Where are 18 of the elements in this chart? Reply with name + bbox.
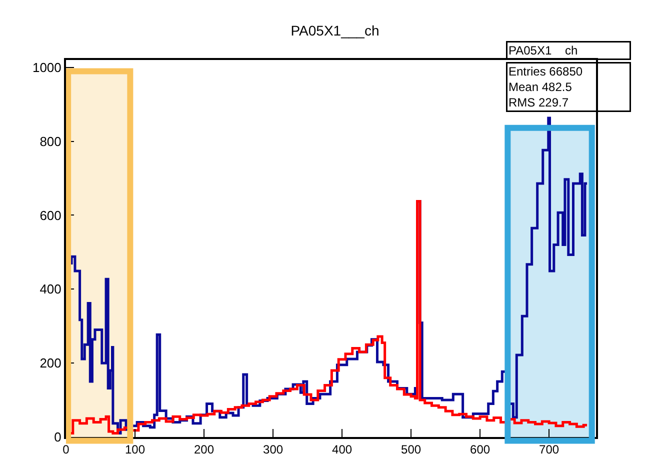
annotation: RMS 229.7 xyxy=(508,96,569,110)
y-tick-label: 0 xyxy=(54,430,62,445)
annotation: Mean 482.5 xyxy=(508,80,572,94)
x-tick-label: 100 xyxy=(124,442,146,456)
y-tick-label: 600 xyxy=(40,208,62,223)
annotation: Entries 66850 xyxy=(508,64,583,78)
x-tick-label: 600 xyxy=(470,442,490,456)
y-tick-label: 400 xyxy=(40,282,62,297)
y-tick-label: 1000 xyxy=(32,60,62,75)
x-tick-label: 200 xyxy=(194,442,214,456)
chart-title: PA05X1___ch xyxy=(290,22,380,39)
y-tick-label: 800 xyxy=(40,134,62,149)
x-tick-label: 300 xyxy=(263,442,284,456)
x-tick-label: 400 xyxy=(332,442,352,456)
x-tick-label: 500 xyxy=(401,442,422,456)
y-tick-label: 200 xyxy=(40,356,62,371)
x-tick-label: 700 xyxy=(539,442,560,456)
text: PA05X1 ch xyxy=(508,44,578,58)
